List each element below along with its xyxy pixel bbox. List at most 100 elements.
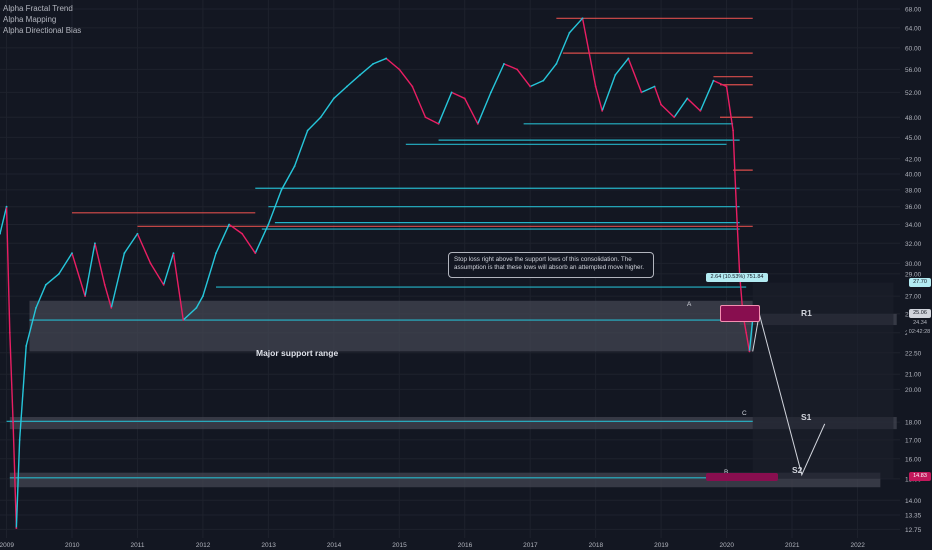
y-tick-label: 64.00 [905, 25, 922, 32]
price-point [44, 283, 47, 286]
price-point [5, 205, 8, 208]
price-segment [490, 63, 505, 93]
indicator-legend: Alpha Fractal Trend Alpha Mapping Alpha … [3, 3, 81, 36]
price-segment [15, 439, 21, 529]
y-tick-label: 12.75 [905, 527, 922, 534]
x-tick-label: 2013 [261, 542, 276, 549]
projection-shade [752, 282, 894, 479]
price-segment [653, 86, 662, 105]
price-point [450, 91, 453, 94]
price-segment [241, 233, 256, 254]
price-segment [228, 223, 243, 235]
price-point [601, 109, 604, 112]
price-point [103, 283, 106, 286]
price-segment [748, 319, 754, 352]
legend-item-directional-bias[interactable]: Alpha Directional Bias [3, 26, 82, 35]
x-tick-label: 2015 [392, 542, 407, 549]
price-segment [215, 224, 230, 254]
y-tick-label: 60.00 [905, 45, 922, 52]
price-segment [25, 307, 37, 347]
legend-item-fractal-trend[interactable]: Alpha Fractal Trend [3, 4, 73, 13]
short-position-box[interactable] [720, 305, 760, 322]
price-segment [254, 224, 270, 254]
price-point [84, 295, 86, 298]
target-box[interactable] [706, 473, 778, 481]
price-segment [425, 116, 439, 125]
price-point [162, 283, 165, 286]
price-point [568, 31, 571, 34]
price-point [411, 85, 414, 88]
abc-path [752, 313, 826, 477]
price-point [319, 116, 322, 119]
zone-label-s1: S1 [801, 412, 812, 422]
price-segment [123, 233, 139, 254]
zone-s2 [9, 472, 881, 488]
price-segment [35, 284, 47, 309]
zone-s1 [9, 417, 897, 430]
zone-label-s2: S2 [792, 465, 803, 475]
point-label-a: A [687, 301, 692, 308]
y-tick-label: 48.00 [905, 115, 922, 122]
price-segment [542, 63, 557, 82]
x-tick-label: 2020 [720, 542, 735, 549]
price-tag-top: 27.70 [909, 278, 931, 287]
price-segment [437, 92, 453, 125]
price-segment [182, 307, 197, 321]
x-tick-label: 2018 [589, 542, 604, 549]
price-point [254, 252, 257, 255]
price-point [372, 62, 374, 65]
price-point [172, 252, 175, 255]
y-tick-label: 22.50 [905, 350, 922, 357]
price-point [398, 68, 401, 71]
price-segment [614, 58, 629, 76]
y-tick-label: 45.00 [905, 135, 922, 142]
price-point [12, 421, 14, 424]
y-tick-label: 36.00 [905, 204, 922, 211]
price-series [0, 17, 754, 530]
price-point [463, 97, 466, 100]
price-point [306, 129, 309, 132]
y-tick-label: 34.00 [905, 222, 922, 229]
price-point [149, 262, 152, 265]
price-point [725, 85, 728, 88]
price-segment [172, 253, 184, 321]
y-tick-label: 16.00 [905, 456, 922, 463]
price-segment [627, 58, 643, 93]
price-point [732, 129, 734, 132]
x-tick-label: 2009 [0, 542, 14, 549]
price-point [293, 165, 296, 168]
price-point [0, 232, 1, 235]
price-segment [641, 85, 655, 94]
price-segment [398, 68, 413, 87]
y-tick-label: 18.00 [905, 420, 922, 427]
price-segment [660, 104, 675, 118]
legend-item-mapping[interactable]: Alpha Mapping [3, 15, 57, 24]
y-tick-label: 14.00 [905, 498, 922, 505]
price-point [123, 252, 126, 255]
price-point [529, 85, 532, 88]
price-point [215, 252, 217, 255]
price-point [748, 350, 751, 353]
price-point [267, 223, 270, 226]
price-segment [293, 130, 309, 167]
price-point [359, 74, 361, 76]
price-segment [307, 116, 322, 131]
x-tick-label: 2022 [850, 542, 865, 549]
price-point [346, 85, 348, 88]
price-point [202, 295, 204, 298]
price-point [385, 57, 388, 60]
price-point [15, 527, 18, 530]
point-label-b: B [724, 469, 728, 476]
price-point [640, 91, 643, 94]
y-tick-label: 38.00 [905, 187, 922, 194]
price-point [490, 91, 492, 94]
price-segment [686, 97, 701, 112]
price-segment [149, 263, 165, 286]
time-axis [0, 538, 932, 550]
price-segment [45, 273, 60, 286]
price-point [673, 116, 676, 119]
price-point [18, 439, 21, 441]
price-point [437, 122, 440, 125]
